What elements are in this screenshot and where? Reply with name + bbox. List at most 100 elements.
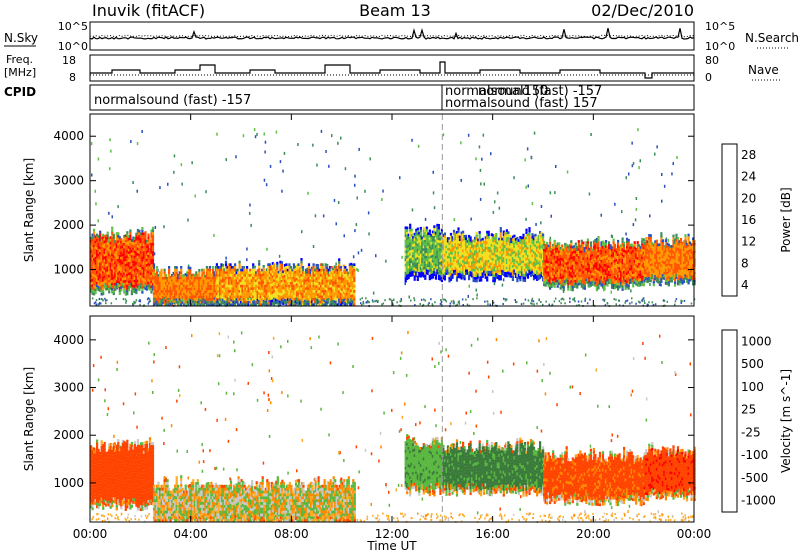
cpid-label: CPID (4, 85, 36, 99)
power-sparse-echo (181, 163, 183, 166)
power-echo-cell (322, 263, 324, 266)
power-echo-cell (424, 275, 426, 278)
power-echo-cell (433, 228, 435, 231)
power-sparse-echo (411, 139, 413, 142)
power-echo-cell (486, 276, 488, 279)
power-sparse-echo (109, 167, 111, 170)
power-echo-cell (482, 238, 484, 241)
power-echo-cell (476, 234, 478, 237)
power-sparse-echo (95, 190, 97, 193)
power-sparse-echo (621, 210, 623, 213)
date-title: 02/Dec/2010 (591, 1, 694, 20)
power-echo-cell (141, 291, 143, 294)
power-echo-cell (141, 288, 143, 291)
power-echo-cell (128, 289, 130, 292)
power-sparse-echo (98, 219, 100, 222)
power-sparse-echo (205, 190, 207, 193)
power-echo-cell (525, 229, 527, 232)
cpid-strip: CPID normalsound (fast) -157 normalsound… (4, 84, 694, 111)
power-sparse-echo (266, 248, 268, 251)
power-echo-cell (462, 231, 464, 234)
power-sparse-echo (433, 191, 435, 194)
power-sparse-echo (490, 152, 492, 155)
power-echo-cell (114, 288, 116, 291)
power-echo-cell (258, 263, 260, 266)
power-echo-cell (456, 279, 458, 282)
power-echo-cell (180, 269, 182, 272)
power-echo-cell (563, 286, 565, 289)
freq-trace (90, 62, 694, 78)
power-echo-cell (302, 266, 304, 269)
power-sparse-echo (354, 184, 356, 187)
power-sparse-echo (163, 225, 165, 228)
power-sparse-echo (225, 257, 227, 260)
power-echo-cell (524, 277, 526, 280)
power-echo-cell (281, 264, 283, 267)
power-echo-cell (176, 272, 178, 275)
power-echo-cell (300, 258, 302, 261)
power-sparse-echo (524, 158, 526, 161)
power-sparse-echo (110, 150, 112, 153)
power-sparse-echo (265, 141, 267, 144)
power-echo-cell (406, 229, 408, 232)
power-echo-cell (476, 232, 478, 235)
power-sparse-echo (280, 160, 282, 163)
power-sparse-echo (611, 291, 613, 294)
power-sparse-echo (249, 204, 251, 207)
power-echo-cell (340, 266, 342, 269)
power-sparse-echo (479, 145, 481, 148)
power-echo-cell (308, 266, 310, 269)
power-sparse-echo (534, 132, 536, 135)
power-echo-cell (313, 263, 315, 266)
power-echo-cell (198, 274, 200, 277)
power-echo-cell (519, 279, 521, 282)
power-echo-cell (243, 266, 245, 269)
power-echo-cell (297, 263, 299, 266)
power-sparse-echo (460, 141, 462, 144)
power-echo-cell (338, 261, 340, 264)
power-echo-cell (353, 301, 355, 304)
power-sparse-echo (325, 150, 327, 153)
power-echo-cell (246, 269, 248, 272)
power-sparse-echo (497, 192, 499, 195)
power-echo-cell (225, 261, 227, 264)
power-sparse-echo (525, 186, 527, 189)
power-echo-cell (165, 274, 167, 277)
power-sparse-echo (499, 207, 501, 210)
power-sparse-echo (454, 218, 456, 221)
power-echo-cell (353, 295, 355, 298)
power-echo-cell (527, 276, 529, 279)
power-sparse-echo (345, 167, 347, 170)
power-echo-cell (500, 230, 502, 233)
power-sparse-echo (671, 172, 673, 175)
nave-label: Nave (748, 63, 779, 77)
power-sparse-echo (356, 268, 358, 271)
power-echo-cell (411, 229, 413, 232)
power-echo-cell (470, 236, 472, 239)
power-sparse-echo (312, 144, 314, 147)
power-echo-cell (246, 266, 248, 269)
power-echo-cell (206, 266, 208, 269)
power-sparse-echo (255, 135, 256, 138)
power-sparse-echo (532, 202, 534, 205)
power-echo-cell (152, 251, 154, 254)
power-sparse-echo (628, 173, 630, 176)
power-sparse-echo (525, 218, 527, 221)
power-echo-cell (189, 269, 191, 272)
power-echo-cell (546, 242, 548, 245)
power-sparse-echo (340, 137, 342, 140)
power-echo-cell (152, 248, 154, 251)
power-echo-cell (147, 236, 149, 239)
power-sparse-echo (353, 255, 355, 258)
power-sparse-echo (373, 292, 375, 295)
power-sparse-echo (141, 130, 143, 133)
power-sparse-echo (284, 152, 286, 155)
power-sparse-echo (337, 142, 339, 145)
power-echo-cell (222, 264, 224, 267)
power-echo-cell (457, 230, 459, 233)
power-echo-cell (164, 271, 166, 274)
power-echo-cell (438, 227, 440, 230)
power-echo-cell (156, 266, 158, 269)
power-echo-cell (156, 271, 158, 274)
power-sparse-echo (409, 296, 411, 299)
